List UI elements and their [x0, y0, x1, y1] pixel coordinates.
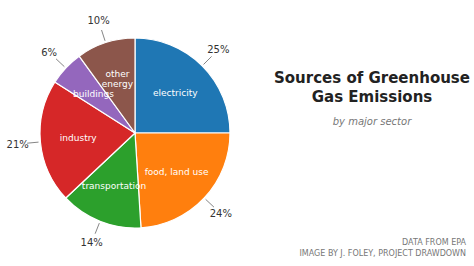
pie: electricity food, land use transportation i… — [7, 15, 232, 248]
annotation: IMAGE BY J. FOLEY, PROJECT DRAWDOWN — [300, 249, 467, 258]
annotation: DATA FROM EPA — [402, 238, 466, 247]
data-label: 24% — [210, 208, 232, 219]
text-line: electricity — [153, 88, 198, 98]
slice — [79, 38, 135, 133]
slice-label: electricity — [153, 88, 198, 98]
labels: electricity food, land use transportation i… — [7, 15, 232, 248]
slice-label: otherenergy — [102, 69, 134, 89]
text-line: food, land use — [145, 167, 209, 177]
data-label: 14% — [81, 237, 103, 248]
leader-line — [206, 199, 214, 207]
text-line: other — [105, 69, 129, 79]
chart: electricity food, land use transportation i… — [0, 0, 474, 266]
data-label: 25% — [207, 44, 229, 55]
slice-label: buildings — [73, 89, 114, 99]
leader-line — [204, 56, 212, 64]
leader-line — [56, 59, 64, 67]
text-line: energy — [102, 79, 134, 89]
slice-label: industry — [60, 133, 98, 143]
data-label: 21% — [7, 139, 29, 150]
text-line: transportation — [82, 181, 146, 191]
slice-label: food, land use — [145, 167, 209, 177]
data-label: 10% — [87, 15, 109, 26]
slice — [135, 38, 230, 133]
leader-line — [27, 142, 38, 143]
leader-line — [102, 30, 106, 41]
title: Sources of GreenhouseGas Emissions — [274, 69, 470, 106]
text-line: industry — [60, 133, 98, 143]
slice-label: transportation — [82, 181, 146, 191]
leader-line — [95, 223, 99, 234]
data-label: 6% — [41, 47, 57, 58]
text-line: buildings — [73, 89, 114, 99]
subtitle: by major sector — [333, 116, 412, 127]
text-line: Sources of Greenhouse — [274, 69, 470, 87]
text-line: Gas Emissions — [312, 88, 433, 106]
